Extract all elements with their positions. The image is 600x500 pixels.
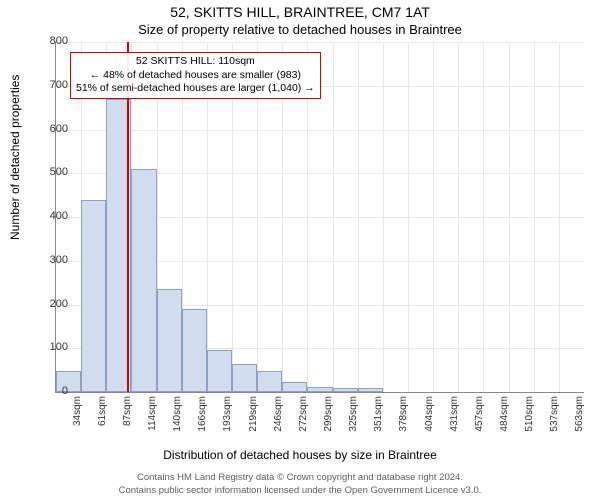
y-tick: 400: [38, 210, 68, 222]
y-tick: 0: [38, 385, 68, 397]
y-tick: 300: [38, 254, 68, 266]
gridline-v: [333, 42, 334, 392]
x-tick: 193sqm: [222, 396, 233, 441]
x-tick: 114sqm: [147, 396, 158, 441]
footer-line2: Contains public sector information licen…: [0, 485, 600, 496]
x-tick: 61sqm: [97, 396, 108, 441]
histogram-bar: [157, 289, 182, 392]
annotation-box: 52 SKITTS HILL: 110sqm← 48% of detached …: [70, 52, 321, 99]
x-tick: 87sqm: [122, 396, 133, 441]
gridline-v: [509, 42, 510, 392]
y-tick: 200: [38, 298, 68, 310]
histogram-bar: [81, 200, 106, 393]
x-tick: 431sqm: [449, 396, 460, 441]
gridline-v: [358, 42, 359, 392]
histogram-bar: [358, 388, 383, 392]
histogram-bar: [182, 309, 207, 392]
x-tick: 325sqm: [348, 396, 359, 441]
x-tick: 246sqm: [273, 396, 284, 441]
title-address: 52, SKITTS HILL, BRAINTREE, CM7 1AT: [0, 4, 600, 20]
gridline-v: [483, 42, 484, 392]
gridline-v: [559, 42, 560, 392]
annotation-line: 51% of semi-detached houses are larger (…: [76, 82, 315, 96]
y-axis-label: Number of detached properties: [8, 75, 22, 240]
x-axis-label: Distribution of detached houses by size …: [0, 448, 600, 462]
y-tick: 700: [38, 79, 68, 91]
gridline-h: [56, 42, 584, 43]
x-tick: 404sqm: [424, 396, 435, 441]
histogram-bar: [257, 371, 282, 392]
histogram-bar: [307, 387, 332, 392]
histogram-bar: [232, 364, 257, 392]
footer-line1: Contains HM Land Registry data © Crown c…: [0, 472, 600, 483]
x-tick: 219sqm: [248, 396, 259, 441]
x-tick: 140sqm: [172, 396, 183, 441]
gridline-v: [534, 42, 535, 392]
gridline-v: [383, 42, 384, 392]
x-tick: 351sqm: [373, 396, 384, 441]
x-tick: 166sqm: [197, 396, 208, 441]
x-tick: 457sqm: [474, 396, 485, 441]
x-tick: 299sqm: [323, 396, 334, 441]
y-tick: 100: [38, 341, 68, 353]
x-tick: 272sqm: [298, 396, 309, 441]
x-tick: 537sqm: [549, 396, 560, 441]
histogram-bar: [282, 382, 307, 392]
gridline-v: [408, 42, 409, 392]
histogram-bar: [207, 350, 232, 392]
histogram-bar: [131, 169, 156, 392]
x-tick: 484sqm: [499, 396, 510, 441]
gridline-h: [56, 130, 584, 131]
title-subtitle: Size of property relative to detached ho…: [0, 22, 600, 37]
annotation-line: ← 48% of detached houses are smaller (98…: [76, 69, 315, 83]
x-tick: 378sqm: [398, 396, 409, 441]
plot-area: 52 SKITTS HILL: 110sqm← 48% of detached …: [55, 42, 584, 393]
y-tick: 500: [38, 166, 68, 178]
y-tick: 600: [38, 123, 68, 135]
y-tick: 800: [38, 35, 68, 47]
gridline-v: [458, 42, 459, 392]
histogram-bar: [333, 388, 358, 392]
x-tick: 34sqm: [72, 396, 83, 441]
annotation-line: 52 SKITTS HILL: 110sqm: [76, 55, 315, 69]
gridline-v: [433, 42, 434, 392]
x-tick: 510sqm: [524, 396, 535, 441]
x-tick: 563sqm: [574, 396, 585, 441]
chart-container: 52, SKITTS HILL, BRAINTREE, CM7 1AT Size…: [0, 0, 600, 500]
